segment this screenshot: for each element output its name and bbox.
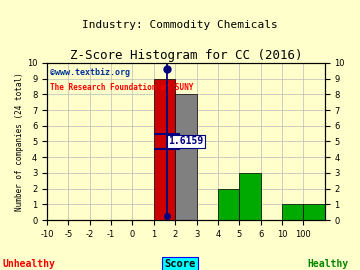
Text: Healthy: Healthy <box>307 259 348 269</box>
Bar <box>154 79 175 220</box>
Text: Score: Score <box>165 259 195 269</box>
Title: Z-Score Histogram for CC (2016): Z-Score Histogram for CC (2016) <box>69 49 302 62</box>
Text: Unhealthy: Unhealthy <box>3 259 55 269</box>
Bar <box>218 189 239 220</box>
Text: 1.6159: 1.6159 <box>168 137 203 147</box>
Bar <box>282 204 303 220</box>
Bar <box>303 204 325 220</box>
Text: ©www.textbiz.org: ©www.textbiz.org <box>50 68 130 77</box>
Text: The Research Foundation of SUNY: The Research Foundation of SUNY <box>50 83 193 92</box>
Text: Industry: Commodity Chemicals: Industry: Commodity Chemicals <box>82 20 278 30</box>
Y-axis label: Number of companies (24 total): Number of companies (24 total) <box>15 72 24 211</box>
Bar <box>175 94 197 220</box>
Bar <box>239 173 261 220</box>
